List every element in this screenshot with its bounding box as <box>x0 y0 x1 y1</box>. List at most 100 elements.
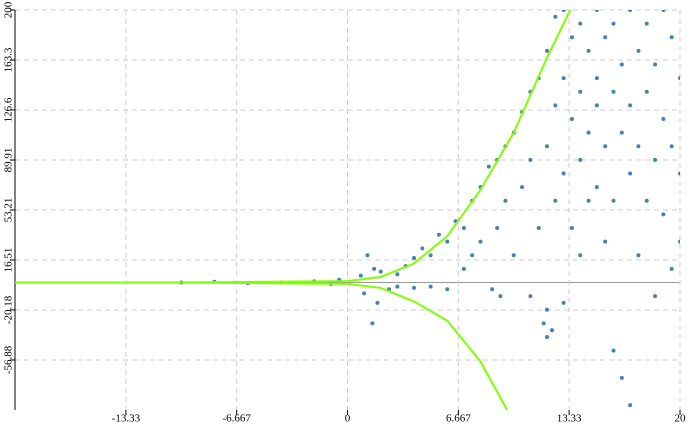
point <box>511 253 516 258</box>
point <box>395 284 400 289</box>
point <box>586 198 591 203</box>
point <box>545 334 549 339</box>
point <box>478 239 483 244</box>
point <box>669 35 674 40</box>
point <box>545 144 549 149</box>
y-tick-label: 53.21 <box>3 198 15 223</box>
y-tick-label: 163.3 <box>3 47 15 72</box>
x-tick-label: -13.33 <box>112 413 141 425</box>
point <box>619 130 624 135</box>
point <box>561 300 566 305</box>
point <box>536 225 541 230</box>
point <box>669 266 674 271</box>
point <box>412 255 416 260</box>
point <box>486 164 491 169</box>
point <box>669 144 674 149</box>
point <box>553 198 558 203</box>
point <box>470 253 475 258</box>
point <box>644 89 649 94</box>
point <box>372 266 377 271</box>
x-tick-label: 13.33 <box>557 413 582 425</box>
point <box>678 171 680 176</box>
point <box>611 348 616 353</box>
point <box>362 291 367 296</box>
point <box>445 287 450 292</box>
point <box>436 232 441 237</box>
point <box>619 62 624 67</box>
y-tick-label: 16.51 <box>3 248 15 273</box>
point <box>495 225 500 230</box>
point <box>541 321 546 326</box>
y-tick-label: 89.91 <box>3 148 15 173</box>
point <box>594 185 599 190</box>
point <box>653 62 658 67</box>
point <box>561 171 566 176</box>
point <box>553 103 558 108</box>
point <box>628 103 633 108</box>
curve <box>15 10 572 284</box>
point <box>636 253 641 258</box>
point <box>603 144 608 149</box>
x-tick-label: 0 <box>345 413 351 425</box>
point <box>545 48 549 53</box>
point <box>636 48 641 53</box>
y-tick-label: 200 <box>3 1 15 18</box>
point <box>365 253 370 258</box>
point <box>569 35 574 40</box>
point <box>561 10 566 12</box>
point <box>636 144 641 149</box>
point <box>420 246 425 251</box>
point <box>553 14 558 19</box>
point <box>678 76 680 81</box>
point <box>644 198 649 203</box>
point <box>578 157 583 162</box>
point <box>661 116 666 121</box>
point <box>578 89 583 94</box>
point <box>428 284 433 289</box>
point <box>594 76 599 81</box>
point <box>653 157 658 162</box>
point <box>412 285 416 290</box>
point <box>611 89 616 94</box>
point <box>586 130 591 135</box>
plot-area <box>15 10 680 410</box>
x-tick-label: 6.667 <box>446 413 471 425</box>
point <box>520 185 525 190</box>
point <box>661 10 666 12</box>
point <box>653 294 658 299</box>
point <box>628 403 633 408</box>
point <box>628 171 633 176</box>
point <box>611 21 616 26</box>
point <box>678 239 680 244</box>
point <box>490 287 495 292</box>
point <box>461 266 466 271</box>
y-tick-label: -20.18 <box>3 295 15 324</box>
point <box>378 269 383 274</box>
point <box>628 10 633 12</box>
point <box>603 239 608 244</box>
point <box>619 375 624 380</box>
point <box>528 294 533 299</box>
point <box>498 294 503 299</box>
point <box>586 48 591 53</box>
point <box>528 157 533 162</box>
point <box>395 272 400 277</box>
x-tick-label: -6.667 <box>222 413 251 425</box>
point <box>503 198 508 203</box>
point <box>549 328 554 333</box>
point <box>611 198 616 203</box>
point <box>594 10 599 12</box>
point <box>445 239 450 244</box>
point <box>578 21 583 26</box>
point <box>545 307 549 312</box>
point <box>594 103 599 108</box>
point <box>603 35 608 40</box>
x-tick-label: 20 <box>675 413 687 425</box>
point <box>370 321 375 326</box>
y-tick-label: -56.88 <box>3 345 15 374</box>
point <box>578 253 583 258</box>
point <box>561 76 566 81</box>
point <box>569 116 574 121</box>
point <box>569 225 574 230</box>
